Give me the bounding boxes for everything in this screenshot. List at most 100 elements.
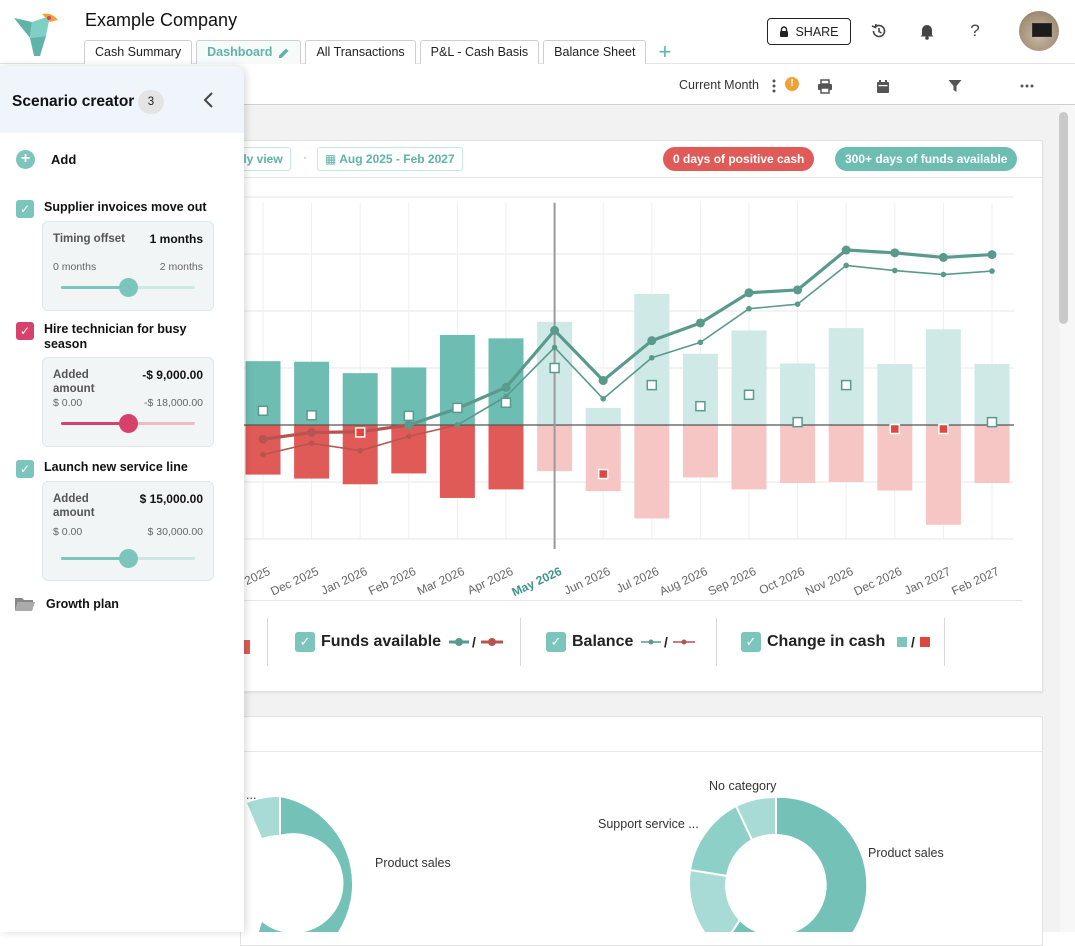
funds-line-segment (941, 252, 994, 260)
tab-dashboard[interactable]: Dashboard (196, 40, 302, 64)
share-label: SHARE (795, 24, 839, 39)
funds-line-segment (795, 248, 848, 292)
tab-cash-summary[interactable]: Cash Summary (84, 40, 193, 64)
bar-cash-out (877, 425, 913, 491)
warning-icon[interactable]: ! (785, 77, 799, 91)
history-icon[interactable] (868, 20, 890, 42)
balance-line-segment (359, 435, 410, 452)
checkbox-icon[interactable]: ✓ (16, 322, 34, 340)
balance-line-segment (602, 356, 653, 400)
funds-line-segment (552, 328, 605, 383)
checkbox-icon[interactable]: ✓ (16, 460, 34, 478)
balance-line-point (600, 395, 606, 402)
balance-line-segment (893, 269, 945, 276)
bar-cash-in (682, 353, 718, 425)
share-button[interactable]: SHARE (767, 18, 851, 45)
funds-line-segment (844, 248, 897, 255)
tab-balance-sheet[interactable]: Balance Sheet (543, 40, 647, 64)
scenario-supplier-invoices[interactable]: ✓ Supplier invoices move out (16, 200, 214, 218)
plus-circle-icon: + (16, 150, 35, 169)
funds-line-segment (310, 430, 362, 435)
svg-text:/: / (911, 635, 915, 649)
chevron-left-icon[interactable] (202, 90, 220, 112)
filter-icon[interactable] (946, 77, 964, 95)
add-scenario-button[interactable]: + Add (16, 150, 76, 169)
sidebar-title: Scenario creator (12, 93, 135, 110)
company-name[interactable]: Example Company (85, 10, 238, 30)
change-in-cash-marker (695, 400, 706, 412)
slider-max: 2 months (159, 261, 203, 273)
slider-thumb[interactable] (119, 414, 138, 433)
change-in-cash-marker (500, 397, 512, 409)
change-in-cash-marker (306, 410, 317, 421)
scrollbar-thumb[interactable] (1059, 112, 1068, 324)
print-icon[interactable] (816, 77, 834, 95)
funds-line-point (841, 245, 851, 255)
checkbox-icon[interactable]: ✓ (546, 632, 566, 652)
tab-pl-cash-basis[interactable]: P&L - Cash Basis (419, 40, 540, 64)
bar-cash-out (925, 425, 961, 525)
tab-label: All Transactions (316, 45, 405, 59)
setting-value[interactable]: $ 15,000.00 (139, 492, 203, 506)
bar-cash-out (245, 425, 281, 475)
change-in-cash-marker (646, 379, 658, 391)
calendar-icon[interactable] (874, 77, 892, 95)
legend-funds-available[interactable]: ✓ Funds available / (295, 630, 505, 654)
slider-max: -$ 18,000.00 (144, 397, 203, 409)
scenario-hire-technician[interactable]: ✓ Hire technician for busy season (16, 322, 214, 352)
legend-separator (944, 618, 945, 666)
balance-line-segment (310, 442, 362, 452)
funds-line-point (501, 382, 511, 392)
report-tabs: Cash Summary Dashboard All Transactions … (84, 40, 671, 64)
setting-value[interactable]: 1 months (149, 232, 203, 246)
svg-text:/: / (472, 635, 476, 649)
slider-thumb[interactable] (119, 278, 138, 297)
company-logo[interactable] (12, 12, 60, 58)
bar-cash-out (488, 425, 524, 490)
period-selector[interactable]: Current Month (679, 78, 759, 92)
setting-key: Added amount (53, 493, 95, 519)
donut-left-small-segment (247, 796, 280, 838)
legend-balance[interactable]: ✓ Balance / (546, 630, 697, 654)
bar-cash-in (342, 373, 378, 425)
amount-slider[interactable] (61, 549, 195, 568)
bell-icon[interactable] (916, 20, 938, 42)
balance-line-point (940, 271, 947, 278)
help-icon[interactable]: ? (970, 21, 980, 40)
legend-separator (267, 618, 268, 666)
donut-left-label-product: Product sales (375, 856, 451, 870)
amount-slider[interactable] (61, 414, 195, 433)
more-horiz-icon[interactable] (1018, 77, 1036, 95)
setting-value[interactable]: -$ 9,000.00 (142, 368, 203, 382)
tab-label: Balance Sheet (554, 45, 636, 59)
avatar[interactable] (1019, 11, 1059, 51)
tab-all-transactions[interactable]: All Transactions (305, 40, 416, 64)
more-vert-icon[interactable] (765, 77, 783, 95)
offset-slider[interactable] (61, 278, 195, 297)
bar-cash-in (974, 364, 1010, 425)
slider-thumb[interactable] (119, 549, 138, 568)
balance-line-segment (942, 270, 993, 276)
add-tab-button[interactable]: + (658, 39, 672, 64)
pencil-icon[interactable] (278, 47, 290, 59)
scenario-group-growth-plan[interactable]: Growth plan (14, 596, 119, 612)
date-range-chip[interactable]: ▦ Aug 2025 - Feb 2027 (317, 147, 463, 171)
checkbox-icon[interactable]: ✓ (295, 632, 315, 652)
donut-right-product-sales (730, 795, 869, 932)
scenario-sidebar: Scenario creator 3 + Add ✓ Supplier invo… (0, 66, 244, 932)
change-in-cash-marker (938, 423, 949, 435)
funds-line-point (598, 376, 608, 386)
balance-line-segment (553, 346, 605, 400)
scenario-new-service-line[interactable]: ✓ Launch new service line (16, 460, 214, 478)
change-in-cash-marker (792, 416, 803, 428)
add-label: Add (51, 152, 77, 167)
funds-line-segment (650, 321, 703, 343)
legend-change-in-cash[interactable]: ✓ Change in cash / (741, 630, 931, 654)
donut-right-other (688, 868, 742, 932)
change-in-cash-marker (743, 389, 755, 401)
checkbox-icon[interactable]: ✓ (741, 632, 761, 652)
checkbox-icon[interactable]: ✓ (16, 200, 34, 218)
setting-key: Timing offset (53, 233, 125, 245)
balance-line-segment (748, 303, 799, 310)
